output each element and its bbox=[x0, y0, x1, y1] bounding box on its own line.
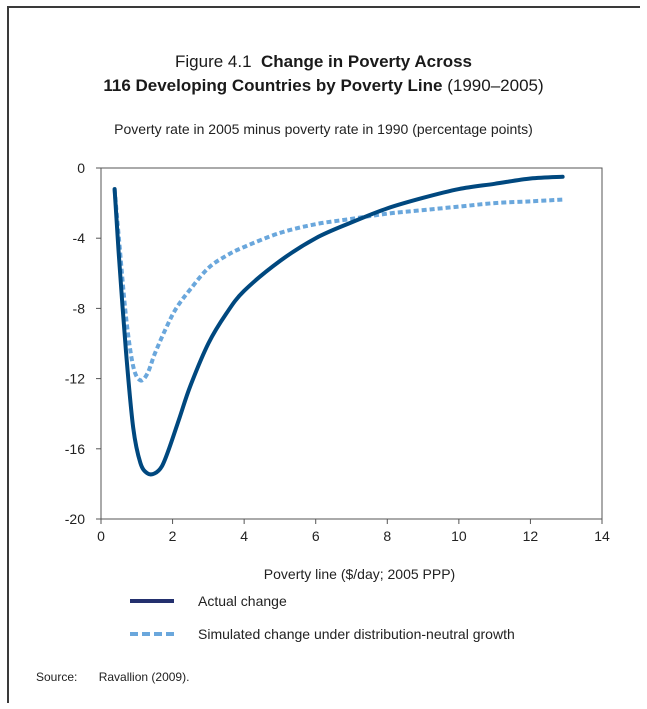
x-tick-label: 14 bbox=[594, 528, 610, 544]
figure-title-bold-1: Change in Poverty Across bbox=[261, 52, 472, 71]
figure-title-years: (1990–2005) bbox=[447, 76, 544, 95]
figure-title-line1: Figure 4.1 Change in Poverty Across bbox=[0, 52, 647, 72]
y-tick-label: -8 bbox=[73, 300, 86, 316]
legend-label-simulated: Simulated change under distribution-neut… bbox=[198, 626, 515, 642]
figure-frame bbox=[7, 6, 640, 703]
series-line-actual bbox=[112, 174, 565, 477]
x-tick-label: 10 bbox=[451, 528, 467, 544]
figure-title-line2: 116 Developing Countries by Poverty Line… bbox=[0, 76, 647, 96]
x-tick-label: 8 bbox=[383, 528, 391, 544]
source-note: Source: Ravallion (2009). bbox=[36, 670, 189, 684]
y-axis-label: Poverty rate in 2005 minus poverty rate … bbox=[114, 121, 533, 137]
x-tick-label: 12 bbox=[523, 528, 539, 544]
source-label: Source: bbox=[36, 670, 78, 684]
legend-swatch-dashed bbox=[130, 632, 174, 636]
y-tick-label: -4 bbox=[73, 230, 86, 246]
figure-number: Figure 4.1 bbox=[175, 52, 252, 71]
x-tick-label: 6 bbox=[312, 528, 320, 544]
x-tick-label: 0 bbox=[97, 528, 105, 544]
x-axis-label: Poverty line ($/day; 2005 PPP) bbox=[264, 566, 455, 582]
y-tick-label: -12 bbox=[65, 371, 85, 387]
figure-title-bold-2: 116 Developing Countries by Poverty Line bbox=[103, 76, 443, 95]
legend-swatch-solid bbox=[130, 599, 174, 603]
legend-label-actual: Actual change bbox=[198, 593, 287, 609]
x-tick-label: 4 bbox=[240, 528, 248, 544]
plot-area-frame bbox=[100, 167, 603, 520]
legend-item-simulated: Simulated change under distribution-neut… bbox=[130, 626, 515, 642]
y-tick-label: -16 bbox=[65, 441, 85, 457]
series-line-simulated bbox=[112, 188, 563, 383]
y-tick-label: -20 bbox=[65, 511, 85, 527]
legend-item-actual: Actual change bbox=[130, 593, 287, 609]
x-tick-label: 2 bbox=[169, 528, 177, 544]
source-text: Ravallion (2009). bbox=[98, 670, 190, 684]
y-tick-label: 0 bbox=[77, 160, 85, 176]
